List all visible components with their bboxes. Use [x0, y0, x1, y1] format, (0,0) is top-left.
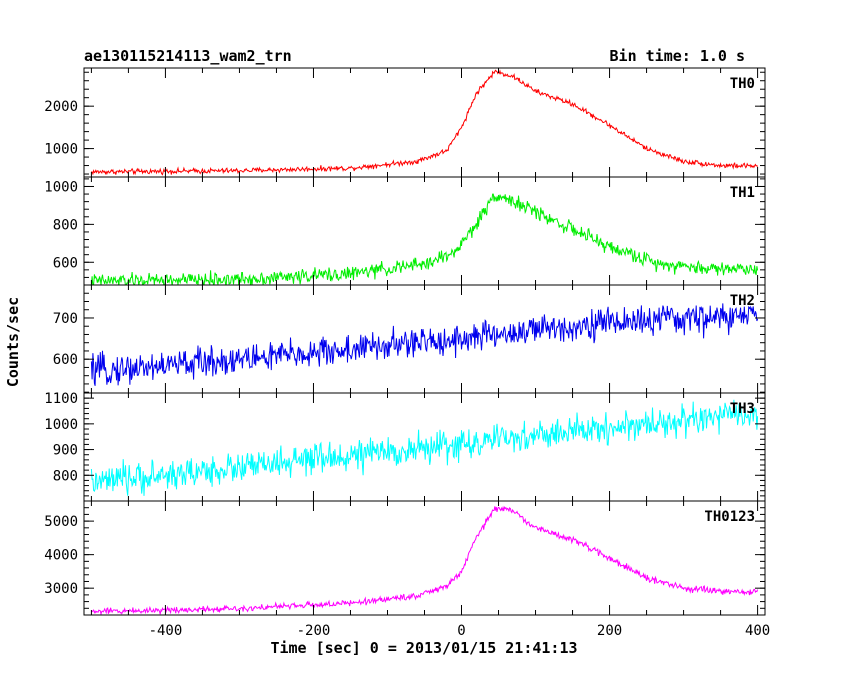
panel-th3: 800 900 1000 1100 TH3 — [44, 391, 766, 502]
bin-time-label: Bin time: 1.0 s — [610, 47, 745, 65]
x-tick-label: 400 — [745, 623, 770, 639]
panel-label-th2: TH2 — [730, 293, 755, 309]
x-tick-labels: -400 -200 0 200 400 — [149, 623, 771, 639]
panel-th1: 600 800 1000 TH1 — [44, 176, 766, 286]
y-tick-label: 900 — [53, 443, 78, 459]
y-axis-label: Counts/sec — [4, 297, 22, 387]
y-tick-label: 4000 — [44, 548, 78, 564]
y-tick-label: 600 — [53, 352, 78, 368]
series-line-th0123 — [91, 505, 759, 615]
y-tick-label: 5000 — [44, 514, 78, 530]
x-tick-label: -200 — [297, 623, 331, 639]
panel-th2: 600 700 TH2 — [53, 284, 766, 394]
plot-title: ae130115214113_wam2_trn — [84, 47, 292, 65]
series-line-th0 — [91, 69, 758, 176]
y-tick-label: 3000 — [44, 581, 78, 597]
panel-label-th0: TH0 — [730, 76, 755, 92]
panel-th0123: 3000 4000 5000 TH0123 — [44, 500, 766, 616]
panel-frame — [83, 67, 766, 178]
x-tick-label: 0 — [457, 623, 465, 639]
panel-label-th3: TH3 — [730, 401, 755, 417]
panel-th0: 1000 2000 TH0 — [44, 67, 766, 178]
series-line-th3 — [90, 399, 759, 496]
y-tick-label: 1100 — [44, 391, 78, 407]
y-tick-label: 1000 — [44, 179, 78, 195]
x-tick-label: -400 — [149, 623, 183, 639]
y-tick-label: 800 — [53, 468, 78, 484]
panels-group: 1000 2000 TH0 600 800 1000 TH1 600 700 TH2 800 900 1… — [44, 67, 766, 616]
panel-label-th0123: TH0123 — [704, 509, 755, 525]
y-tick-label: 2000 — [44, 99, 78, 115]
panel-frame — [83, 176, 766, 286]
x-axis-label: Time [sec] 0 = 2013/01/15 21:41:13 — [270, 639, 577, 657]
y-tick-label: 800 — [53, 217, 78, 233]
y-tick-label: 700 — [53, 311, 78, 327]
y-tick-label: 1000 — [44, 417, 78, 433]
panel-label-th1: TH1 — [730, 185, 755, 201]
y-tick-label: 600 — [53, 255, 78, 271]
panel-frame — [83, 500, 766, 616]
y-tick-label: 1000 — [44, 142, 78, 158]
x-tick-label: 200 — [597, 623, 622, 639]
series-line-th2 — [90, 303, 759, 386]
series-line-th1 — [90, 193, 759, 285]
